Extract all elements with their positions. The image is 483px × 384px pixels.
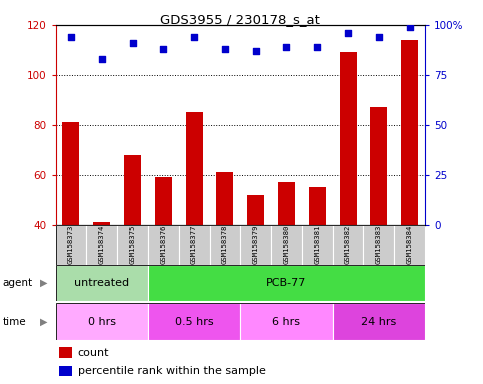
- Bar: [309, 187, 326, 225]
- Text: ▶: ▶: [40, 278, 47, 288]
- Text: GSM158376: GSM158376: [160, 224, 166, 264]
- Point: [406, 24, 413, 30]
- Bar: [155, 177, 172, 225]
- Text: GSM158379: GSM158379: [253, 224, 259, 264]
- Text: GSM158378: GSM158378: [222, 224, 228, 264]
- Point: [128, 40, 136, 46]
- Point: [221, 46, 229, 52]
- Point: [190, 34, 198, 40]
- Text: 0 hrs: 0 hrs: [88, 316, 116, 327]
- Bar: [56, 265, 148, 301]
- Bar: [401, 40, 418, 225]
- Bar: [394, 225, 425, 265]
- Point: [252, 48, 259, 54]
- Text: GSM158381: GSM158381: [314, 224, 320, 264]
- Point: [375, 34, 383, 40]
- Bar: [124, 155, 141, 225]
- Text: untreated: untreated: [74, 278, 129, 288]
- Text: 24 hrs: 24 hrs: [361, 316, 397, 327]
- Bar: [117, 225, 148, 265]
- Text: GSM158373: GSM158373: [68, 224, 74, 264]
- Bar: [240, 225, 271, 265]
- Text: GSM158377: GSM158377: [191, 224, 197, 264]
- Bar: [364, 225, 394, 265]
- Text: GDS3955 / 230178_s_at: GDS3955 / 230178_s_at: [160, 13, 320, 26]
- Bar: [340, 53, 356, 225]
- Bar: [62, 122, 79, 225]
- Bar: [210, 225, 240, 265]
- Text: GSM158382: GSM158382: [345, 224, 351, 264]
- Text: agent: agent: [2, 278, 32, 288]
- Point: [283, 44, 290, 50]
- Bar: [333, 303, 425, 340]
- Text: GSM158383: GSM158383: [376, 224, 382, 264]
- Bar: [179, 225, 210, 265]
- Text: PCB-77: PCB-77: [266, 278, 307, 288]
- Bar: [148, 265, 425, 301]
- Text: GSM158384: GSM158384: [407, 224, 412, 264]
- Point: [67, 34, 75, 40]
- Text: 0.5 hrs: 0.5 hrs: [175, 316, 213, 327]
- Bar: [56, 225, 86, 265]
- Bar: [333, 225, 364, 265]
- Bar: [185, 113, 202, 225]
- Point: [313, 44, 321, 50]
- Bar: [86, 225, 117, 265]
- Text: 6 hrs: 6 hrs: [272, 316, 300, 327]
- Bar: [148, 303, 241, 340]
- Bar: [93, 222, 110, 225]
- Text: time: time: [2, 316, 26, 327]
- Bar: [278, 182, 295, 225]
- Point: [159, 46, 167, 52]
- Bar: [148, 225, 179, 265]
- Bar: [59, 347, 72, 358]
- Text: count: count: [78, 348, 109, 358]
- Bar: [241, 303, 333, 340]
- Bar: [271, 225, 302, 265]
- Bar: [216, 172, 233, 225]
- Text: GSM158375: GSM158375: [129, 224, 136, 264]
- Bar: [370, 108, 387, 225]
- Bar: [247, 195, 264, 225]
- Text: GSM158380: GSM158380: [284, 224, 289, 264]
- Bar: [59, 366, 72, 376]
- Bar: [56, 303, 148, 340]
- Text: ▶: ▶: [40, 316, 47, 327]
- Point: [344, 30, 352, 36]
- Point: [98, 56, 106, 62]
- Text: GSM158374: GSM158374: [99, 224, 105, 264]
- Text: percentile rank within the sample: percentile rank within the sample: [78, 366, 266, 376]
- Bar: [302, 225, 333, 265]
